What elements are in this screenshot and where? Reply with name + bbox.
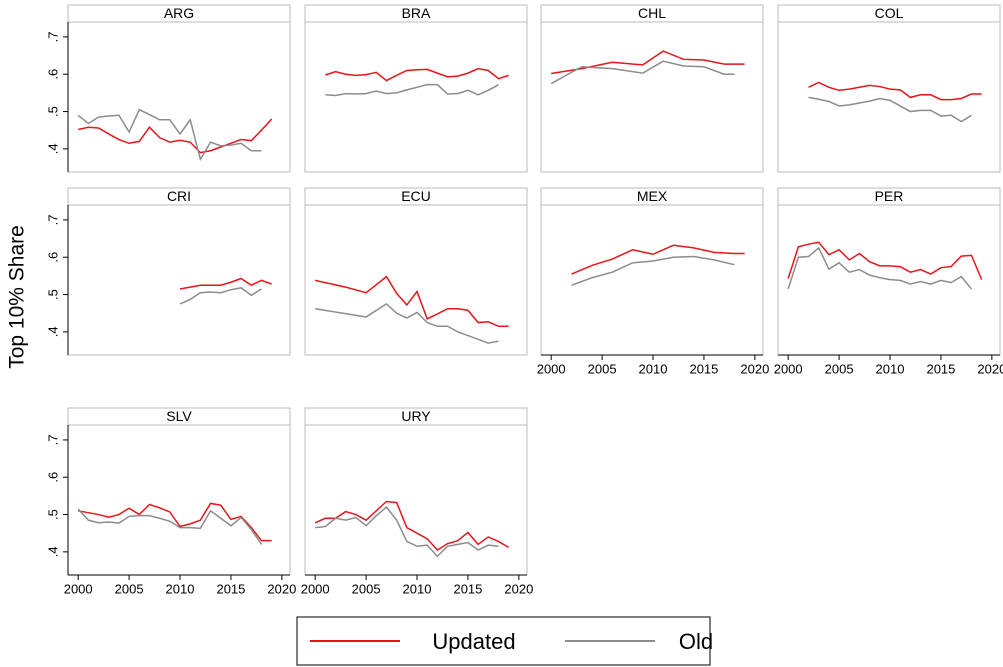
plot-area [304, 204, 528, 356]
plot-area [540, 21, 764, 173]
x-tick-label: 2015 [453, 581, 482, 596]
panel-title: CHL [638, 5, 666, 21]
x-tick-label: 2000 [774, 361, 803, 376]
data-line [78, 502, 272, 542]
data-line [571, 244, 745, 275]
data-line [808, 81, 982, 101]
data-line [808, 96, 972, 123]
x-tick-label: 2010 [403, 581, 432, 596]
x-tick-label: 2010 [876, 361, 905, 376]
x-tick-label: 2020 [977, 361, 1003, 376]
data-line [571, 255, 735, 286]
y-tick-label: .6 [45, 252, 60, 263]
x-tick-label: 2005 [352, 581, 381, 596]
panel-title: BRA [402, 5, 431, 21]
data-line [314, 500, 510, 551]
y-tick-label: .4 [45, 326, 60, 337]
panel-title: CRI [167, 188, 191, 204]
y-tick-label: .4 [45, 143, 60, 154]
data-line [77, 108, 262, 162]
legend-label: Updated [432, 629, 515, 654]
y-tick-label: .5 [45, 509, 60, 520]
data-line [77, 508, 263, 545]
x-tick-label: 2020 [504, 581, 533, 596]
panel-title: SLV [166, 408, 192, 424]
x-tick-label: 2015 [926, 361, 955, 376]
plot-area [67, 21, 291, 173]
panel-title: URY [401, 408, 431, 424]
plot-area [304, 21, 528, 173]
data-line [315, 275, 509, 328]
x-tick-label: 2005 [825, 361, 854, 376]
data-line [550, 60, 735, 85]
data-line [325, 83, 499, 97]
y-tick-label: .7 [45, 435, 60, 446]
panel-title: MEX [637, 188, 668, 204]
data-line [787, 241, 983, 280]
data-line [551, 50, 745, 75]
x-tick-label: 2020 [267, 581, 296, 596]
x-tick-label: 2005 [115, 581, 144, 596]
y-axis-title: Top 10% Share [6, 225, 29, 369]
data-line [325, 67, 509, 82]
x-tick-label: 2020 [740, 361, 769, 376]
panel-title: ARG [164, 5, 194, 21]
plot-area [67, 204, 291, 356]
plot-area [777, 21, 1001, 173]
data-line [315, 302, 499, 344]
plot-area [540, 204, 764, 356]
x-tick-label: 2000 [537, 361, 566, 376]
y-tick-label: .5 [45, 289, 60, 300]
x-tick-label: 2005 [588, 361, 617, 376]
data-line [78, 118, 273, 154]
data-line [179, 277, 272, 290]
x-tick-label: 2015 [689, 361, 718, 376]
data-line [315, 506, 499, 558]
legend-label: Old [679, 629, 713, 654]
panel-title: COL [875, 5, 904, 21]
y-tick-label: .4 [45, 546, 60, 557]
y-tick-label: .7 [45, 32, 60, 43]
x-tick-label: 2010 [639, 361, 668, 376]
plot-area [304, 424, 528, 576]
panel-title: ECU [401, 188, 431, 204]
data-line [179, 287, 262, 305]
x-tick-label: 2015 [216, 581, 245, 596]
plot-area [67, 424, 291, 576]
x-tick-label: 2000 [301, 581, 330, 596]
y-tick-label: .5 [45, 106, 60, 117]
y-tick-label: .6 [45, 69, 60, 80]
y-tick-label: .6 [45, 472, 60, 483]
x-tick-label: 2010 [166, 581, 195, 596]
y-tick-label: .7 [45, 215, 60, 226]
panel-title: PER [875, 188, 904, 204]
x-tick-label: 2000 [64, 581, 93, 596]
data-line [787, 246, 973, 290]
